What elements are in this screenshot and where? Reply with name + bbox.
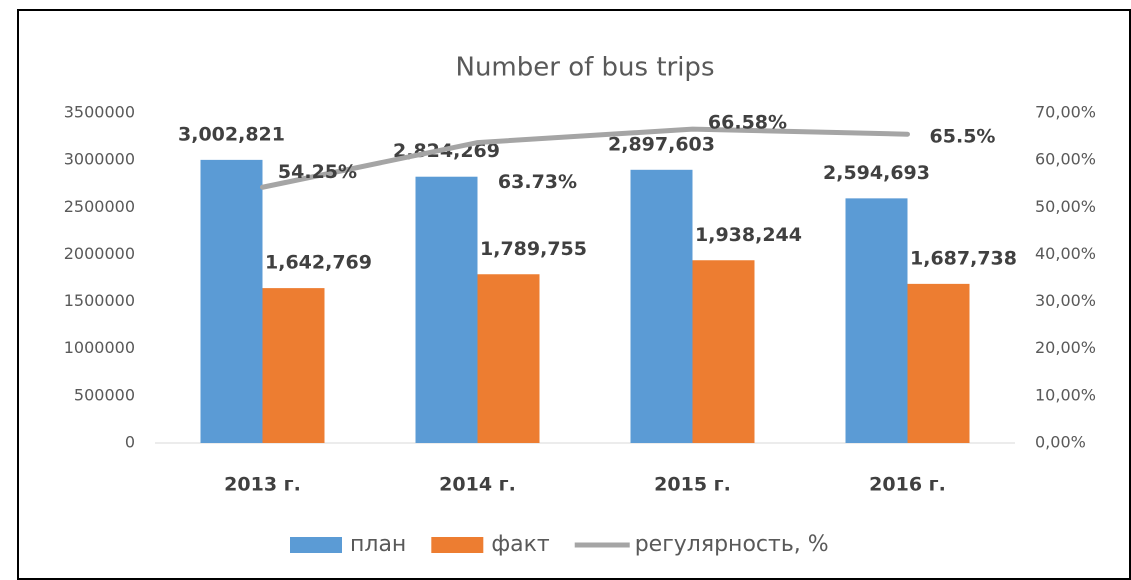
chart-title: Number of bus trips: [456, 53, 715, 83]
legend-label: регулярность, %: [635, 532, 829, 557]
data-label: 1,789,755: [480, 238, 587, 260]
legend-swatch: [431, 537, 484, 553]
bar: [477, 274, 540, 443]
x-tick-label: 2016 г.: [869, 474, 946, 496]
y2-tick-label: 10,00%: [1035, 385, 1096, 404]
y2-tick-label: 50,00%: [1035, 197, 1096, 216]
bar: [692, 260, 755, 443]
bar: [200, 159, 263, 443]
data-label: 1,938,244: [695, 224, 802, 246]
x-tick-label: 2014 г.: [439, 474, 516, 496]
data-label: 1,687,738: [910, 247, 1017, 269]
data-label: 54.25%: [278, 161, 357, 183]
y-tick-label: 1500000: [64, 291, 135, 310]
x-tick-label: 2015 г.: [654, 474, 731, 496]
y2-tick-label: 60,00%: [1035, 150, 1096, 169]
y2-tick-label: 30,00%: [1035, 291, 1096, 310]
data-label: 1,642,769: [265, 252, 372, 274]
legend-swatch: [290, 537, 342, 553]
legend-label: факт: [491, 532, 550, 557]
y-tick-label: 500000: [74, 385, 135, 404]
bar: [630, 169, 693, 443]
legend-label: план: [350, 532, 406, 557]
bar: [262, 288, 325, 443]
x-tick-label: 2013 г.: [224, 474, 301, 496]
data-label: 2,594,693: [823, 162, 930, 184]
data-label: 65.5%: [930, 126, 996, 148]
data-label: 66.58%: [708, 112, 787, 134]
y-tick-label: 3000000: [64, 150, 135, 169]
y2-tick-label: 40,00%: [1035, 244, 1096, 263]
bar: [415, 176, 478, 443]
bar: [845, 198, 908, 443]
data-label: 2,897,603: [608, 133, 715, 155]
y-tick-label: 2000000: [64, 244, 135, 263]
y-tick-label: 0: [125, 433, 135, 452]
y2-tick-label: 0,00%: [1035, 433, 1086, 452]
bar: [907, 283, 970, 443]
y2-tick-label: 20,00%: [1035, 338, 1096, 357]
y-tick-label: 1000000: [64, 338, 135, 357]
data-label: 63.73%: [498, 171, 577, 193]
line: [260, 126, 910, 190]
y-tick-label: 3500000: [64, 103, 135, 122]
data-label: 3,002,821: [178, 123, 285, 145]
y-tick-label: 2500000: [64, 197, 135, 216]
y2-tick-label: 70,00%: [1035, 103, 1096, 122]
